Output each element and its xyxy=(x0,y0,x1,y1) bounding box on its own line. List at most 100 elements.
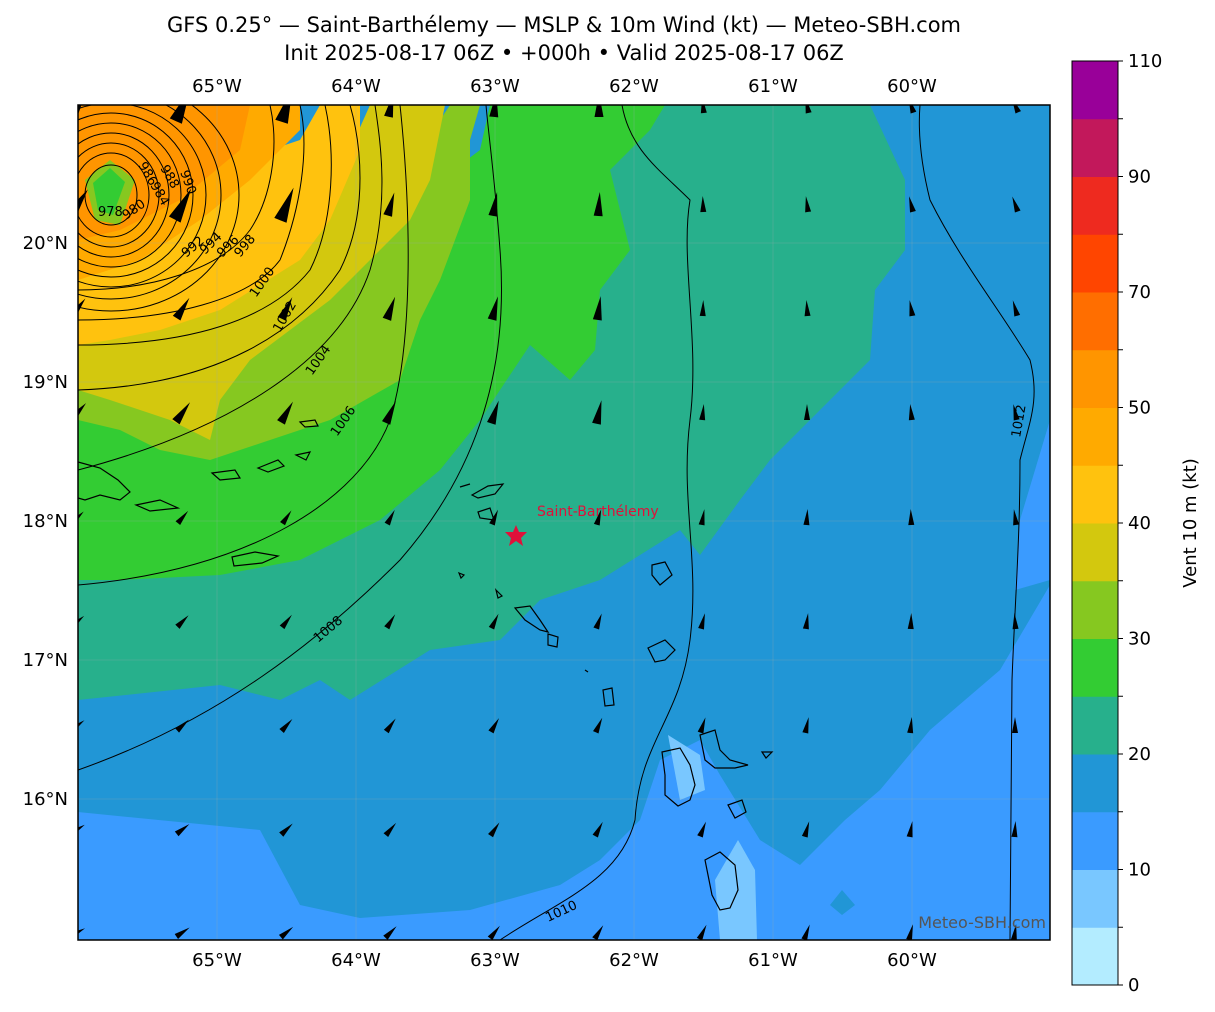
wind-arrow xyxy=(803,509,810,526)
lon-label: 65°W xyxy=(192,950,242,971)
lat-labels: 20°N 19°N 18°N 17°N 16°N xyxy=(23,233,68,810)
colorbar-tick-label: 30 xyxy=(1128,629,1151,650)
wind-arrow xyxy=(805,196,812,213)
wind-arrow xyxy=(1011,821,1018,838)
island-desirade xyxy=(760,751,774,759)
colorbar-tick-label: 50 xyxy=(1128,398,1151,419)
wind-zone-10-15kt-south xyxy=(78,585,1050,940)
wind-arrow xyxy=(804,300,811,317)
wind-arrow xyxy=(383,192,395,217)
colorbar-tick-label: 10 xyxy=(1128,860,1151,881)
wind-arrow xyxy=(383,718,396,734)
colorbar-level xyxy=(1072,754,1118,813)
isobar-label: 978 xyxy=(98,205,123,220)
wind-arrow xyxy=(175,615,189,629)
colorbar: 0 10 20 30 40 50 70 90 110 Vent 10 m (kt) xyxy=(1071,51,1201,996)
wind-arrow xyxy=(382,296,396,321)
wind-arrow xyxy=(279,719,293,733)
wind-arrow xyxy=(696,924,707,940)
wind-arrow xyxy=(802,613,809,630)
lon-label: 63°W xyxy=(470,950,520,971)
wind-arrow xyxy=(169,105,191,124)
wind-arrow xyxy=(593,192,603,217)
chart-title: GFS 0.25° — Saint-Barthélemy — MSLP & 10… xyxy=(166,13,962,37)
wind-arrow xyxy=(592,296,602,321)
colorbar-level xyxy=(1072,869,1118,928)
wind-arrow xyxy=(697,717,706,734)
wind-arrow xyxy=(1013,509,1020,526)
wind-arrow xyxy=(487,925,500,940)
wind-arrow xyxy=(593,613,602,630)
island-statia xyxy=(494,588,504,599)
wind-arrow xyxy=(1010,924,1017,940)
lon-labels-bottom: 65°W 64°W 63°W 62°W 61°W 60°W xyxy=(192,950,937,971)
wind-arrow xyxy=(801,821,810,838)
colorbar-level xyxy=(1072,407,1118,466)
island-nevis xyxy=(547,633,559,648)
colorbar-level xyxy=(1072,696,1118,755)
wind-arrow xyxy=(175,510,189,526)
colorbar-level xyxy=(1072,234,1118,293)
wind-arrow xyxy=(1012,300,1021,317)
wind-arrows xyxy=(78,105,1021,940)
colorbar-tick-label: 20 xyxy=(1128,744,1151,765)
isobars xyxy=(78,105,1035,940)
island-st-croix xyxy=(231,551,281,567)
wind-arrow xyxy=(487,400,499,425)
wind-arrow xyxy=(382,401,396,425)
lon-label: 65°W xyxy=(192,76,242,97)
wind-arrow xyxy=(592,821,603,838)
lat-label: 16°N xyxy=(23,789,68,810)
wind-arrow xyxy=(699,300,706,317)
wind-arrow xyxy=(78,403,87,424)
colorbar-tick-label: 0 xyxy=(1128,975,1139,996)
wind-arrow xyxy=(275,105,293,124)
wind-arrow xyxy=(277,401,293,425)
wind-arrow xyxy=(698,613,705,630)
wind-arrow xyxy=(280,510,292,526)
island-marie-galante xyxy=(727,799,747,819)
colorbar-level xyxy=(1072,638,1118,697)
wind-arrow xyxy=(172,297,190,321)
wind-arrow xyxy=(78,298,86,321)
colorbar-tick-label: 70 xyxy=(1128,282,1151,303)
island-dominica xyxy=(704,851,739,911)
colorbar-blocks xyxy=(1072,61,1118,986)
colorbar-level xyxy=(1072,927,1118,986)
colorbar-tick-label: 110 xyxy=(1128,51,1162,72)
island-vieques xyxy=(134,499,181,512)
wind-arrow xyxy=(907,717,914,734)
wind-arrow xyxy=(802,717,809,734)
wind-arrow xyxy=(487,296,498,321)
wind-arrow xyxy=(168,188,192,223)
wind-arrow xyxy=(909,196,916,213)
island-antigua xyxy=(651,561,673,586)
wind-arrow xyxy=(699,404,706,421)
lon-labels-top: 65°W 64°W 63°W 62°W 61°W 60°W xyxy=(192,76,937,97)
wind-arrow xyxy=(1012,196,1021,213)
island-redonda xyxy=(602,687,615,707)
wind-arrow xyxy=(801,924,810,940)
colorbar-level xyxy=(1072,465,1118,524)
colorbar-title: Vent 10 m (kt) xyxy=(1180,458,1201,588)
wind-zone-40-45kt xyxy=(78,105,360,345)
wind-arrow xyxy=(488,718,499,734)
wind-arrow xyxy=(78,511,84,525)
wind-arrow xyxy=(174,927,190,939)
colorbar-level xyxy=(1072,61,1118,120)
star-icon xyxy=(505,525,527,546)
lon-label: 61°W xyxy=(748,76,798,97)
island-puerto-rico-east xyxy=(78,461,131,501)
wind-arrow xyxy=(488,192,498,217)
island-montserrat xyxy=(584,669,589,673)
wind-arrow xyxy=(384,614,396,630)
lon-label: 64°W xyxy=(331,950,381,971)
wind-arrow xyxy=(78,824,85,836)
wind-arrow xyxy=(174,824,190,837)
wind-arrow xyxy=(277,297,293,321)
wind-zone-10-15kt-east xyxy=(1015,420,1050,590)
wind-arrow xyxy=(698,509,705,526)
wind-arrow xyxy=(906,821,913,838)
colorbar-tick-label: 40 xyxy=(1128,513,1151,534)
